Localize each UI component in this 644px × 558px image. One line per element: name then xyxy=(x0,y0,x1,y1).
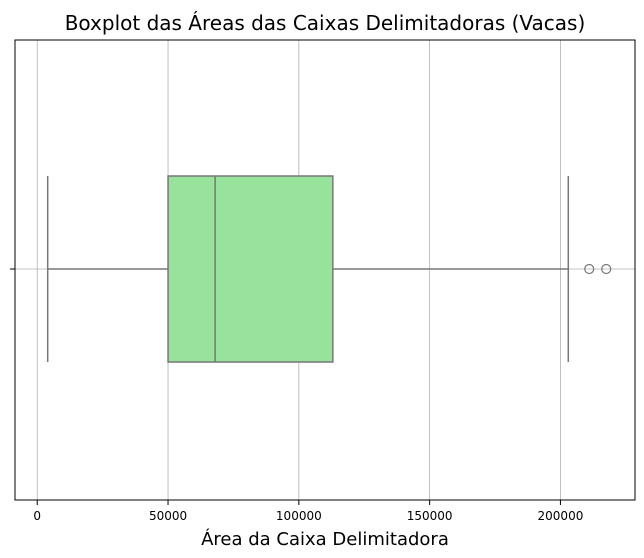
x-axis-ticks: 0 50000 100000 150000 200000 xyxy=(33,500,583,523)
x-tick-label: 0 xyxy=(33,509,41,523)
plot-frame xyxy=(14,39,636,501)
outlier-point xyxy=(601,263,612,275)
x-tick-label: 50000 xyxy=(149,509,187,523)
outlier-point xyxy=(584,263,595,275)
chart-title: Boxplot das Áreas das Caixas Delimitador… xyxy=(65,11,586,35)
x-tick-label: 150000 xyxy=(407,509,453,523)
plot-area xyxy=(46,175,612,363)
x-axis-label: Área da Caixa Delimitadora xyxy=(201,528,449,550)
x-tick-label: 200000 xyxy=(538,509,584,523)
x-tick-label: 100000 xyxy=(276,509,322,523)
box-iqr xyxy=(167,175,334,363)
